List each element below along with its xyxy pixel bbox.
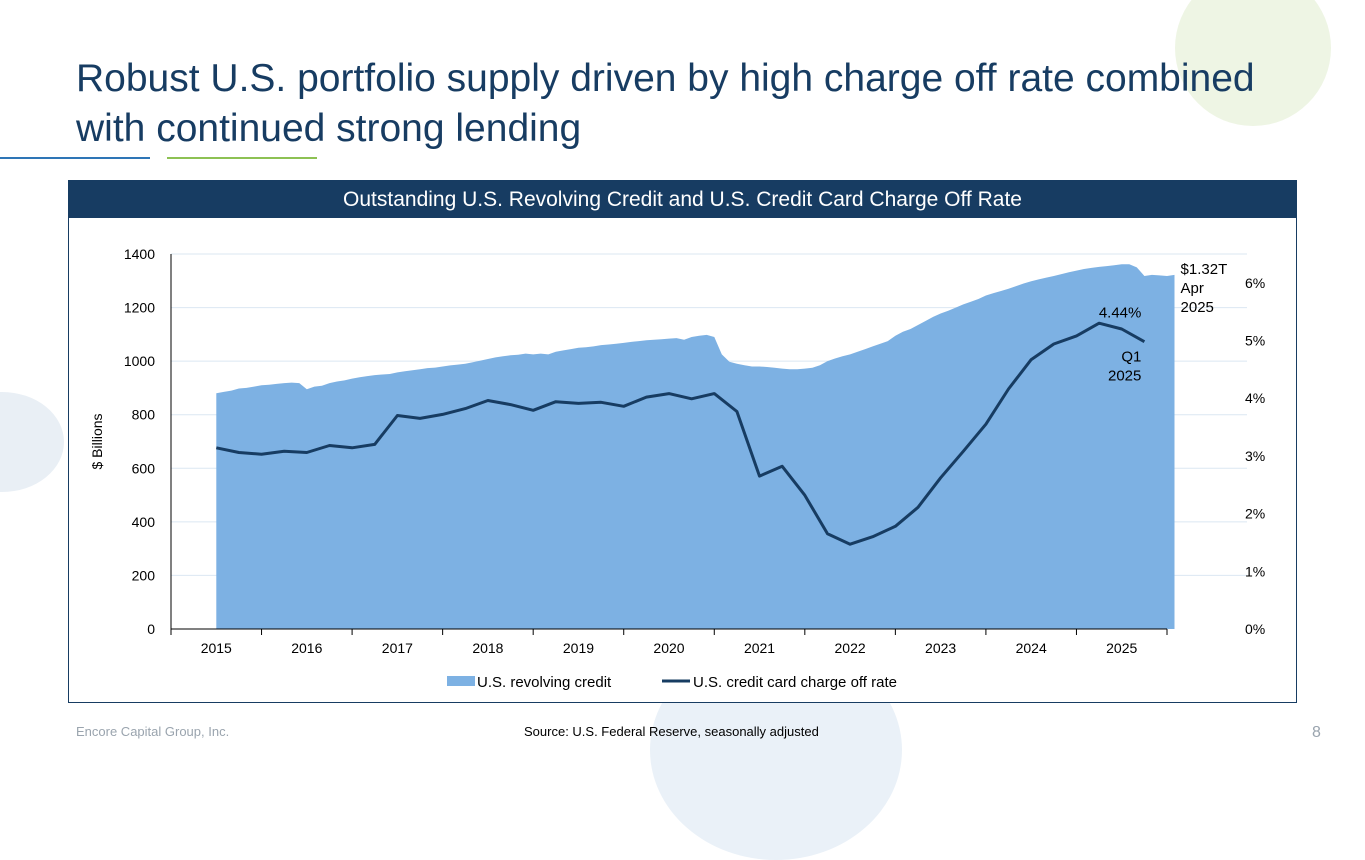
y2-tick-label: 2% bbox=[1245, 506, 1265, 522]
y-axis-title: $ Billions bbox=[89, 413, 105, 469]
y2-tick-label: 3% bbox=[1245, 448, 1265, 464]
revolving-credit-annotation: 2025 bbox=[1181, 299, 1214, 316]
title-underline-green bbox=[167, 157, 317, 159]
y-tick-label: 1000 bbox=[124, 353, 155, 369]
revolving-credit-area bbox=[216, 264, 1175, 629]
x-tick-label: 2021 bbox=[744, 640, 775, 656]
x-tick-label: 2016 bbox=[291, 640, 322, 656]
x-tick-label: 2019 bbox=[563, 640, 594, 656]
charge-off-rate-line bbox=[215, 321, 1146, 546]
decorative-circle-top-right bbox=[1175, 0, 1331, 126]
revolving-credit-annotation: $1.32T bbox=[1181, 261, 1228, 278]
y-tick-label: 1200 bbox=[124, 300, 155, 316]
y2-tick-label: 1% bbox=[1245, 563, 1265, 579]
y2-tick-label: 0% bbox=[1245, 621, 1265, 637]
y-tick-label: 0 bbox=[147, 621, 155, 637]
x-tick-label: 2025 bbox=[1106, 640, 1137, 656]
page-number: 8 bbox=[1312, 724, 1321, 741]
y-tick-label: 200 bbox=[132, 567, 156, 583]
y2-tick-label: 5% bbox=[1245, 333, 1265, 349]
footer-company: Encore Capital Group, Inc. bbox=[76, 724, 230, 739]
chart-panel-title: Outstanding U.S. Revolving Credit and U.… bbox=[69, 181, 1296, 218]
y-tick-label: 1400 bbox=[124, 246, 155, 262]
charge-off-period-annotation: Q1 bbox=[1121, 349, 1141, 366]
decorative-circle-left bbox=[0, 392, 64, 492]
footer-source: Source: U.S. Federal Reserve, seasonally… bbox=[524, 724, 819, 739]
y2-tick-label: 4% bbox=[1245, 390, 1265, 406]
title-underline-blue bbox=[0, 157, 150, 159]
y2-tick-label: 6% bbox=[1245, 275, 1265, 291]
x-tick-label: 2017 bbox=[382, 640, 413, 656]
revolving-credit-annotation: Apr bbox=[1181, 280, 1204, 297]
x-tick-label: 2015 bbox=[201, 640, 232, 656]
charge-off-period-annotation: 2025 bbox=[1108, 368, 1141, 385]
slide-title: Robust U.S. portfolio supply driven by h… bbox=[76, 57, 1255, 150]
x-tick-label: 2023 bbox=[925, 640, 956, 656]
chart-panel: Outstanding U.S. Revolving Credit and U.… bbox=[68, 180, 1297, 703]
x-tick-label: 2020 bbox=[653, 640, 684, 656]
x-tick-label: 2024 bbox=[1016, 640, 1047, 656]
x-tick-label: 2022 bbox=[835, 640, 866, 656]
y-tick-label: 600 bbox=[132, 460, 156, 476]
y-tick-label: 800 bbox=[132, 407, 156, 423]
legend-label-charge-off-rate: U.S. credit card charge off rate bbox=[693, 674, 897, 691]
charge-off-value-annotation: 4.44% bbox=[1099, 305, 1142, 322]
x-tick-label: 2018 bbox=[472, 640, 503, 656]
legend-swatch-revolving-credit bbox=[447, 676, 475, 686]
y-tick-label: 400 bbox=[132, 514, 156, 530]
legend-label-revolving-credit: U.S. revolving credit bbox=[477, 674, 612, 691]
chart: 0 200 400 600 800 1000 1200 1400 0% 1% 2% 3% 4% 5% 6% 2… bbox=[89, 246, 1265, 691]
